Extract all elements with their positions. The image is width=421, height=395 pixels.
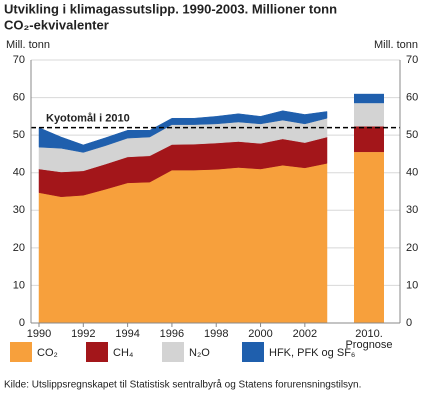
y-tick-label: 40 [13, 167, 25, 179]
bar [354, 103, 384, 127]
source: Kilde: Utslippsregnskapet til Statistisk… [4, 379, 361, 391]
y-tick-label: 70 [406, 54, 418, 66]
legend-swatch [242, 342, 264, 362]
y-tick-label: 60 [13, 91, 25, 103]
bar [354, 152, 384, 323]
x-tick-label: 1998 [204, 328, 228, 340]
x-tick-label: 1990 [27, 328, 51, 340]
x-tick-label: 1994 [115, 328, 139, 340]
y-tick-label: 30 [406, 204, 418, 216]
x-tick-label: 2010. [355, 328, 383, 340]
legend-label: HFK, PFK og SF₆ [269, 347, 355, 359]
x-tick-label: 1996 [160, 328, 184, 340]
legend-label: CO₂ [37, 347, 58, 359]
area [38, 110, 328, 153]
bar [354, 126, 384, 153]
chart-title: CO₂-ekvivalenter [4, 17, 109, 32]
y-tick-label: 70 [13, 54, 25, 66]
y-tick-label: 50 [406, 129, 418, 141]
y-axis-label: Mill. tonn [374, 39, 418, 51]
y-tick-label: 10 [13, 279, 25, 291]
legend-swatch [10, 342, 32, 362]
y-tick-label: 60 [406, 91, 418, 103]
x-tick-label: 1992 [71, 328, 95, 340]
legend-swatch [86, 342, 108, 362]
reference-label: Kyotomål i 2010 [46, 113, 130, 125]
chart-title: Utvikling i klimagassutslipp. 1990-2003.… [4, 1, 337, 16]
y-tick-label: 20 [406, 242, 418, 254]
x-tick-label: Prognose [345, 339, 392, 351]
y-tick-label: 30 [13, 204, 25, 216]
y-tick-label: 0 [406, 317, 412, 329]
x-tick-label: 2002 [293, 328, 317, 340]
legend-label: N₂O [189, 347, 210, 359]
legend-swatch [162, 342, 184, 362]
y-tick-label: 50 [13, 129, 25, 141]
x-tick-label: 2000 [248, 328, 272, 340]
bar [354, 93, 384, 104]
y-tick-label: 20 [13, 242, 25, 254]
y-axis-label: Mill. tonn [6, 39, 50, 51]
y-tick-label: 10 [406, 279, 418, 291]
y-tick-label: 40 [406, 167, 418, 179]
y-tick-label: 0 [19, 317, 25, 329]
legend-label: CH₄ [113, 347, 134, 359]
